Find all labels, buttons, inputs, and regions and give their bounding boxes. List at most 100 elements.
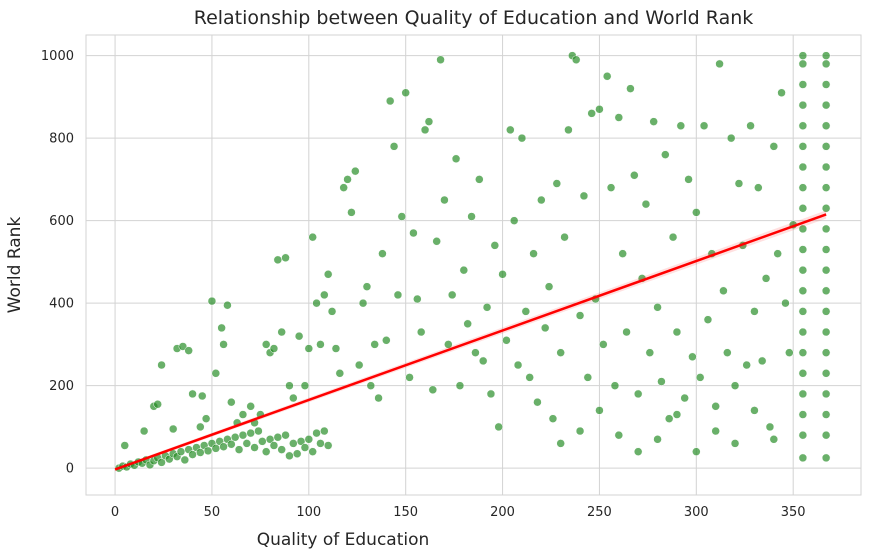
y-tick-label: 600 bbox=[49, 214, 74, 229]
data-point bbox=[432, 237, 441, 246]
data-point bbox=[362, 282, 372, 291]
data-point bbox=[821, 80, 831, 89]
data-point bbox=[821, 51, 831, 60]
data-point bbox=[475, 175, 484, 184]
data-point bbox=[734, 179, 744, 188]
data-point bbox=[769, 435, 779, 444]
data-point bbox=[688, 352, 697, 362]
data-point bbox=[397, 212, 407, 221]
data-point bbox=[517, 133, 527, 143]
data-point bbox=[664, 414, 674, 423]
data-point bbox=[413, 294, 422, 304]
data-point bbox=[583, 373, 593, 382]
data-point bbox=[201, 414, 211, 423]
data-point bbox=[358, 298, 368, 308]
x-tick-label: 150 bbox=[393, 505, 418, 520]
data-point bbox=[382, 336, 391, 345]
data-point bbox=[366, 381, 376, 390]
data-point bbox=[649, 117, 658, 126]
data-point bbox=[633, 447, 643, 456]
data-point bbox=[798, 142, 808, 151]
data-point bbox=[653, 435, 662, 444]
data-point bbox=[219, 340, 228, 349]
data-point bbox=[180, 455, 190, 465]
plot-area bbox=[85, 34, 862, 496]
data-point bbox=[699, 121, 709, 131]
data-point bbox=[785, 348, 794, 357]
data-point bbox=[323, 441, 333, 450]
data-point bbox=[506, 125, 515, 135]
data-point bbox=[575, 426, 585, 436]
data-point bbox=[606, 183, 616, 192]
data-point bbox=[467, 212, 476, 221]
data-point bbox=[525, 373, 534, 382]
data-point bbox=[821, 410, 831, 419]
data-point bbox=[821, 121, 831, 131]
data-point bbox=[556, 348, 565, 357]
data-point bbox=[238, 430, 248, 440]
data-point bbox=[459, 265, 469, 275]
data-point bbox=[544, 282, 554, 291]
y-tick-label: 800 bbox=[49, 132, 74, 147]
data-point bbox=[821, 183, 831, 192]
data-point bbox=[261, 447, 271, 456]
data-point bbox=[798, 245, 808, 254]
data-point bbox=[754, 183, 763, 192]
data-point bbox=[645, 348, 655, 357]
data-point bbox=[560, 232, 569, 242]
data-point bbox=[312, 428, 321, 438]
data-point bbox=[798, 121, 808, 131]
data-point bbox=[308, 447, 317, 456]
data-point bbox=[630, 171, 639, 180]
data-point bbox=[389, 142, 399, 151]
data-point bbox=[821, 453, 831, 463]
data-point bbox=[320, 426, 329, 436]
data-point bbox=[246, 402, 255, 411]
data-point bbox=[692, 208, 701, 217]
data-point bbox=[723, 348, 732, 357]
data-point bbox=[316, 439, 325, 448]
data-point bbox=[300, 443, 310, 452]
trend-line bbox=[114, 213, 827, 471]
data-point bbox=[661, 150, 670, 159]
data-point bbox=[798, 51, 808, 60]
data-point bbox=[300, 381, 310, 390]
data-point bbox=[211, 369, 221, 378]
x-tick-label: 300 bbox=[684, 505, 709, 520]
data-point bbox=[750, 406, 759, 415]
data-point bbox=[684, 175, 693, 184]
data-point bbox=[196, 448, 205, 457]
data-point bbox=[595, 406, 604, 415]
data-point bbox=[428, 385, 438, 395]
data-point bbox=[304, 344, 314, 353]
data-point bbox=[564, 125, 573, 135]
data-point bbox=[285, 381, 294, 390]
x-tick-label: 50 bbox=[204, 505, 221, 520]
data-point bbox=[261, 340, 271, 349]
data-point bbox=[424, 117, 434, 126]
data-point bbox=[798, 327, 808, 337]
data-point bbox=[761, 274, 771, 283]
data-point bbox=[339, 183, 348, 192]
data-point bbox=[548, 414, 558, 423]
data-point bbox=[821, 162, 831, 172]
data-point bbox=[821, 142, 831, 151]
data-point bbox=[277, 445, 286, 454]
data-point bbox=[207, 296, 217, 306]
data-point bbox=[692, 447, 701, 456]
data-point bbox=[798, 307, 808, 316]
data-point bbox=[478, 356, 488, 366]
data-point bbox=[556, 439, 565, 448]
data-point bbox=[323, 270, 333, 279]
data-point bbox=[269, 344, 279, 353]
data-point bbox=[711, 426, 720, 436]
data-point bbox=[750, 307, 759, 316]
data-point bbox=[798, 162, 808, 172]
data-point bbox=[242, 439, 252, 448]
data-point bbox=[571, 55, 581, 65]
data-point bbox=[798, 265, 808, 275]
data-point bbox=[203, 446, 213, 456]
data-point bbox=[668, 232, 678, 242]
data-point bbox=[521, 307, 531, 316]
